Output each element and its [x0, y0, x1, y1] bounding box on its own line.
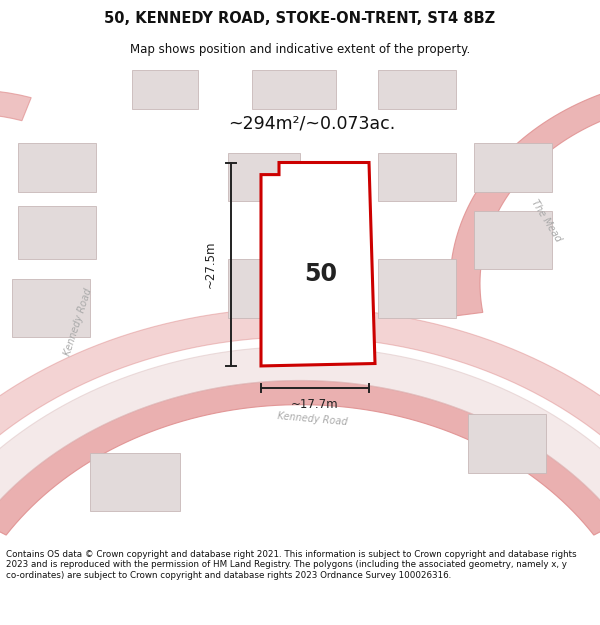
Polygon shape — [378, 152, 456, 201]
Polygon shape — [12, 279, 90, 337]
Text: ~17.7m: ~17.7m — [291, 398, 339, 411]
Polygon shape — [252, 71, 336, 109]
Text: Kennedy Road: Kennedy Road — [277, 411, 347, 428]
Polygon shape — [261, 162, 375, 366]
Polygon shape — [0, 347, 600, 522]
Polygon shape — [450, 78, 600, 316]
Polygon shape — [140, 0, 454, 25]
Text: 50: 50 — [305, 262, 337, 286]
Polygon shape — [474, 143, 552, 191]
Polygon shape — [378, 71, 456, 109]
Polygon shape — [0, 381, 600, 535]
Polygon shape — [18, 143, 96, 191]
Text: Contains OS data © Crown copyright and database right 2021. This information is : Contains OS data © Crown copyright and d… — [6, 550, 577, 580]
Polygon shape — [0, 308, 600, 499]
Polygon shape — [378, 259, 456, 318]
Polygon shape — [468, 414, 546, 472]
Polygon shape — [18, 206, 96, 259]
Text: The Mead: The Mead — [529, 198, 563, 244]
Text: ~27.5m: ~27.5m — [203, 241, 217, 288]
Polygon shape — [228, 259, 300, 318]
Polygon shape — [228, 152, 300, 201]
Text: ~294m²/~0.073ac.: ~294m²/~0.073ac. — [229, 115, 395, 132]
Text: 50, KENNEDY ROAD, STOKE-ON-TRENT, ST4 8BZ: 50, KENNEDY ROAD, STOKE-ON-TRENT, ST4 8B… — [104, 11, 496, 26]
Text: Kennedy Road: Kennedy Road — [62, 288, 94, 357]
Text: Map shows position and indicative extent of the property.: Map shows position and indicative extent… — [130, 42, 470, 56]
Polygon shape — [0, 90, 31, 409]
Polygon shape — [132, 71, 198, 109]
Polygon shape — [90, 453, 180, 511]
Polygon shape — [474, 211, 552, 269]
